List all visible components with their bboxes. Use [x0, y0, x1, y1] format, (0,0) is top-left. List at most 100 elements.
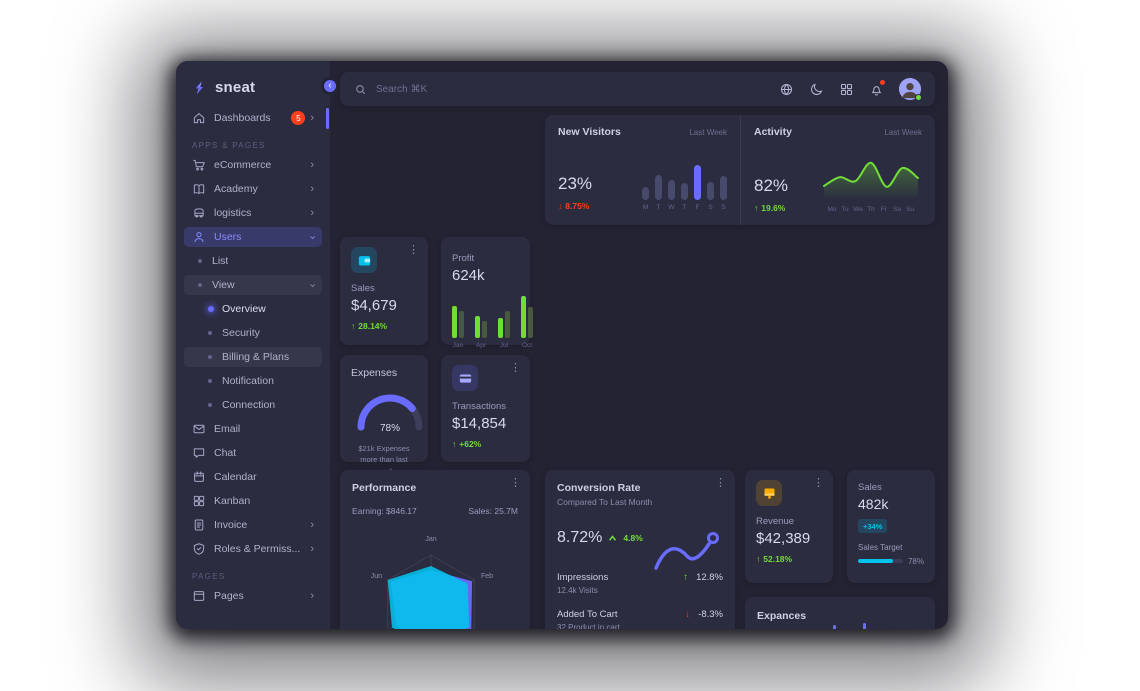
sidebar-item-label: List	[212, 255, 229, 267]
expances-card: Expances	[745, 597, 935, 629]
sidebar-item-logistics[interactable]: logistics ›	[184, 203, 322, 223]
sidebar-item-view[interactable]: View ›	[184, 275, 322, 295]
stat-delta: -8.3%	[698, 609, 723, 620]
day-label: Mo	[827, 206, 837, 213]
card-title: Sales	[351, 283, 375, 294]
expances-bar	[863, 623, 866, 629]
day-label: Sa	[893, 206, 901, 213]
month-label: Oct	[521, 342, 533, 349]
shortcuts-grid-icon[interactable]	[839, 82, 854, 97]
transactions-delta: +62%	[459, 439, 482, 449]
pages-icon	[192, 589, 206, 603]
more-options-icon[interactable]: ⋮	[813, 477, 824, 489]
language-globe-icon[interactable]	[779, 82, 794, 97]
app-title: sneat	[215, 79, 256, 96]
sidebar-section-label: Apps & Pages	[192, 141, 266, 150]
user-avatar[interactable]	[899, 78, 922, 101]
expenses-percent: 78%	[379, 423, 400, 434]
visitor-bar	[668, 180, 675, 200]
more-options-icon[interactable]: ⋮	[408, 244, 419, 256]
sidebar-item-academy[interactable]: Academy ›	[184, 179, 322, 199]
sidebar-item-ecommerce[interactable]: eCommerce ›	[184, 155, 322, 175]
growth-badge: +34%	[858, 519, 888, 533]
sidebar-scrollbar-thumb[interactable]	[326, 108, 329, 129]
sidebar-item-email[interactable]: Email	[184, 419, 322, 439]
dark-mode-moon-icon[interactable]	[809, 82, 824, 97]
sales-target-progress	[858, 559, 903, 563]
more-options-icon[interactable]: ⋮	[510, 362, 521, 374]
profit-card: Profit 624k Jan Apr Jul Oct	[441, 237, 533, 349]
cart-icon	[192, 158, 206, 172]
card-title: Revenue	[756, 516, 795, 527]
card-title: Profit	[452, 253, 475, 264]
card-title: Activity	[754, 126, 792, 138]
month-label: Jul	[499, 342, 509, 349]
profit-bar-secondary	[505, 311, 510, 338]
card-title: Expenses	[351, 367, 398, 379]
sidebar-item-notification[interactable]: Notification	[184, 371, 322, 391]
visitors-delta: 8.75%	[565, 201, 590, 211]
profit-bar-secondary	[528, 307, 533, 338]
sidebar-item-label: Users	[214, 231, 242, 243]
sidebar-collapse-button[interactable]: ‹	[321, 77, 339, 95]
expenses-gauge: 78%	[351, 387, 429, 436]
sidebar-item-roles-permiss[interactable]: Roles & Permiss... ›	[184, 539, 322, 559]
activity-line-chart: Mo Tu We Th Fr Sa Su	[820, 152, 922, 213]
transactions-value: $14,854	[452, 415, 507, 432]
sidebar-item-list[interactable]: List	[184, 251, 322, 271]
chevron-right-icon: ›	[310, 182, 314, 195]
day-label: W	[668, 204, 675, 211]
performance-card: Performance ⋮ Earning: $846.17 Sales: 25…	[340, 470, 530, 629]
sidebar-item-connection[interactable]: Connection	[184, 395, 322, 415]
chevron-down-icon: ›	[306, 235, 319, 239]
notifications-bell-icon[interactable]	[869, 79, 885, 97]
stat-delta: 12.8%	[696, 572, 723, 583]
card-title: Conversion Rate	[557, 482, 641, 494]
sidebar-item-label: Pages	[214, 590, 244, 602]
bullet-dot-icon	[208, 331, 212, 335]
sidebar-item-users[interactable]: Users ›	[184, 227, 322, 247]
sidebar-item-label: View	[212, 279, 235, 291]
sidebar-item-label: Chat	[214, 447, 237, 459]
arrow-down-icon: ↓	[558, 201, 563, 211]
day-label: S	[721, 204, 726, 211]
card-title: Sales	[858, 482, 882, 493]
search-input[interactable]	[376, 83, 576, 95]
month-label: Jan	[452, 342, 464, 349]
activity-delta: 19.6%	[761, 203, 786, 213]
sidebar-item-pages[interactable]: Pages ›	[184, 586, 322, 606]
caret-up-icon	[609, 535, 617, 541]
sidebar-item-label: Connection	[222, 399, 276, 411]
calendar-icon	[192, 470, 206, 484]
sidebar-item-billing-plans[interactable]: Billing & Plans	[184, 347, 322, 367]
sidebar-item-kanban[interactable]: Kanban	[184, 491, 322, 511]
conversion-trend-line	[654, 532, 719, 570]
visitor-bar	[655, 175, 662, 200]
sidebar-item-dashboards[interactable]: Dashboards 5 ›	[184, 108, 322, 128]
sidebar-item-invoice[interactable]: Invoice ›	[184, 515, 322, 535]
more-options-icon[interactable]: ⋮	[715, 477, 726, 489]
profit-bar-secondary	[482, 321, 487, 338]
sidebar-item-overview[interactable]: Overview	[184, 299, 322, 319]
credit-card-icon	[452, 365, 478, 391]
visitor-bar	[642, 187, 649, 200]
conversion-delta: 4.8%	[623, 533, 643, 543]
conversion-rate-card: Conversion Rate ⋮ Compared To Last Month…	[545, 470, 735, 629]
bullet-dot-icon	[198, 283, 202, 287]
logo[interactable]: sneat	[176, 73, 330, 106]
day-label: S	[708, 204, 713, 211]
visitor-bar	[707, 182, 714, 200]
sidebar-item-calendar[interactable]: Calendar	[184, 467, 322, 487]
more-options-icon[interactable]: ⋮	[510, 477, 521, 489]
sidebar-item-label: logistics	[214, 207, 252, 219]
bullet-dot-icon	[208, 403, 212, 407]
book-icon	[192, 182, 206, 196]
sidebar-item-chat[interactable]: Chat	[184, 443, 322, 463]
grid-icon	[192, 494, 206, 508]
sales-target-label: Sales Target	[858, 542, 903, 552]
sidebar-item-security[interactable]: Security	[184, 323, 322, 343]
performance-radar-chart	[387, 554, 475, 629]
period-label: Last Week	[884, 128, 922, 137]
expenses-note-1: $21k Expenses	[358, 444, 410, 453]
